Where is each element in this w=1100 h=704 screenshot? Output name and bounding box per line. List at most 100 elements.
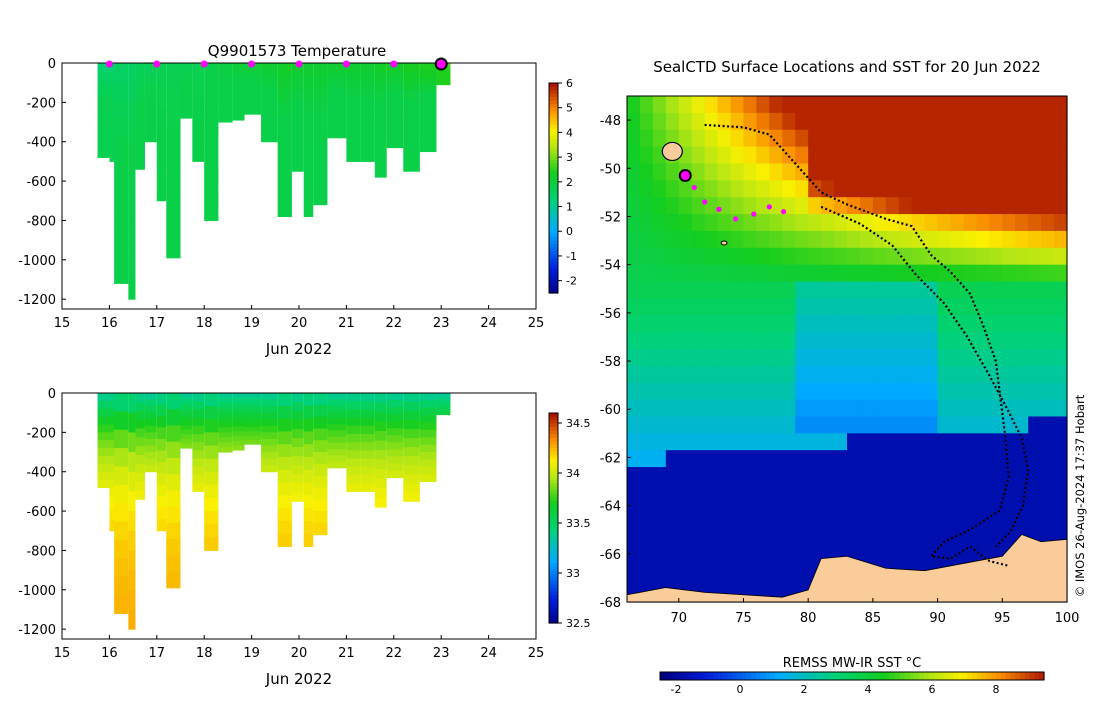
sst-cell: [976, 416, 990, 434]
recent-position-marker: [751, 211, 757, 217]
sst-cell: [898, 500, 913, 519]
profile-cell: [244, 97, 262, 102]
sst-cell: [1054, 365, 1068, 384]
sst-cell: [1054, 264, 1068, 283]
profile-cell: [192, 458, 205, 468]
sst-cell: [1028, 399, 1042, 418]
sst-cell: [911, 483, 926, 502]
profile-cell: [346, 466, 361, 476]
sst-cell: [639, 534, 654, 552]
sst-cell: [769, 197, 783, 215]
profile-cell: [166, 393, 181, 410]
sst-cell: [1054, 382, 1068, 401]
sst-cell: [859, 500, 874, 519]
sst-cell: [834, 163, 848, 181]
credit-text: © IMOS 26-Aug-2024 17:37 Hobart: [1073, 394, 1087, 597]
profile-cell: [109, 519, 116, 532]
sst-cell: [1041, 382, 1055, 401]
profile-cell: [386, 428, 404, 436]
sst-cell: [756, 450, 770, 468]
sst-cell: [717, 534, 732, 552]
profile-cell: [180, 63, 193, 69]
profile-cell: [419, 122, 437, 130]
profile-cell: [166, 209, 181, 226]
sst-cell: [834, 500, 848, 519]
sst-cell: [691, 332, 706, 350]
profile-cell: [204, 511, 219, 525]
profile-cell: [244, 393, 262, 398]
profile-cell: [204, 471, 219, 486]
colorbar-segment: [549, 279, 558, 284]
sst-cell: [872, 399, 887, 418]
profile-cell: [346, 136, 361, 146]
profile-cell: [303, 101, 314, 115]
profile-cell: [374, 63, 387, 74]
profile-cell: [135, 410, 145, 421]
profile-cell: [277, 165, 292, 179]
sst-cell: [652, 332, 667, 350]
sst-cell: [730, 214, 745, 232]
sst-cell: [859, 298, 874, 316]
colorbar-segment: [549, 265, 558, 270]
profile-cell: [180, 81, 193, 87]
sst-cell: [1015, 517, 1029, 536]
profile-cell: [144, 412, 157, 420]
sst-cell: [1015, 450, 1029, 468]
sst-cell: [989, 332, 1003, 350]
sst-cell: [678, 264, 693, 283]
profile-cell: [386, 393, 404, 401]
colorbar-segment: [549, 483, 558, 488]
colorbar-segment: [1005, 672, 1011, 680]
sst-cell: [730, 247, 745, 266]
x-tick-label: 22: [386, 646, 403, 661]
sst-cell: [769, 382, 783, 401]
profile-cell: [232, 435, 245, 442]
profile-cell: [360, 120, 375, 130]
colorbar-segment: [736, 672, 743, 680]
sst-cell: [743, 433, 758, 451]
sst-cell: [743, 517, 758, 536]
profile-cell: [386, 84, 404, 92]
sst-cell: [639, 163, 654, 181]
sst-cell: [717, 382, 732, 401]
colorbar-segment: [842, 672, 848, 680]
sst-cell: [756, 96, 770, 114]
sst-cell: [911, 416, 926, 434]
profile-cell: [277, 495, 292, 509]
sst-cell: [1041, 399, 1055, 418]
sst-cell: [872, 534, 887, 552]
sst-cell: [898, 180, 913, 198]
colorbar-segment: [549, 261, 558, 266]
profile-cell: [313, 511, 328, 524]
sst-cell: [834, 483, 848, 502]
sst-cell: [652, 112, 667, 131]
colorbar-segment: [549, 135, 558, 140]
profile-cell: [97, 133, 115, 143]
sst-cell: [1015, 163, 1029, 181]
sst-cell: [691, 146, 706, 165]
colorbar-segment: [765, 672, 771, 680]
colorbar-segment: [549, 528, 558, 533]
colorbar-segment: [669, 672, 675, 680]
colorbar-segment: [823, 672, 829, 680]
colorbar-segment: [549, 233, 558, 238]
profile-cell: [374, 412, 387, 423]
sst-cell: [976, 146, 990, 165]
sst-cell: [950, 264, 965, 283]
sst-cell: [639, 180, 654, 198]
sst-cell: [652, 298, 667, 316]
profile-cell: [360, 136, 375, 146]
profile-cell: [291, 63, 304, 73]
profile-cell: [261, 458, 278, 466]
profile-cell: [144, 108, 157, 116]
profile-cell: [128, 589, 136, 610]
profile-cell: [419, 429, 437, 438]
sst-cell: [808, 450, 822, 468]
profile-cell: [144, 135, 157, 143]
profile-cell: [419, 129, 437, 138]
x-tick-label: 19: [243, 316, 260, 331]
profile-cell: [291, 447, 304, 457]
colorbar-segment: [549, 521, 558, 526]
profile-cell: [128, 393, 136, 414]
sst-cell: [704, 365, 719, 384]
